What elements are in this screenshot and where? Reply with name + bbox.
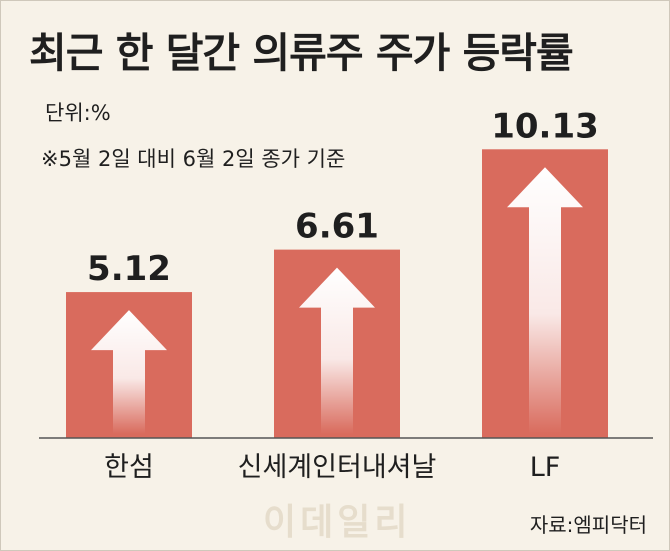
category-label-0: 한섬	[104, 452, 154, 483]
watermark-logo: 이데일리	[263, 502, 412, 543]
source-label: 자료:엠피닥터	[529, 513, 647, 537]
value-label-2: 10.13	[491, 106, 599, 146]
category-label-2: LF	[530, 452, 561, 483]
unit-label: 단위:%	[45, 101, 111, 125]
note-label: ※5월 2일 대비 6월 2일 종가 기준	[41, 147, 346, 171]
up-arrow-icon	[91, 310, 167, 434]
category-label-1: 신세계인터내셔날	[238, 452, 437, 483]
up-arrow-icon	[299, 267, 375, 434]
value-label-0: 5.12	[87, 249, 171, 289]
chart-title: 최근 한 달간 의류주 주가 등락률	[29, 29, 574, 77]
value-label-1: 6.61	[295, 207, 379, 247]
up-arrow-icon	[507, 167, 583, 435]
